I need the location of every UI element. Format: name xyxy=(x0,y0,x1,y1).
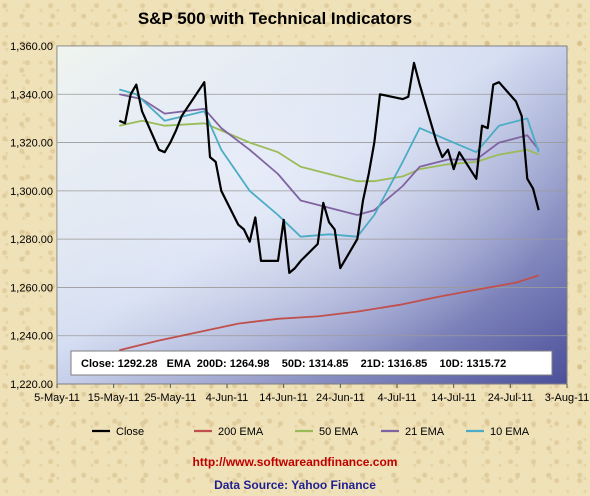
chart-title: S&P 500 with Technical Indicators xyxy=(138,9,412,28)
y-axis-ticks: 1,220.00 1,240.00 1,260.00 1,280.00 1,300.00… xyxy=(10,41,53,391)
series-line-close xyxy=(118,61,540,274)
y-tick-label: 1,360.00 xyxy=(10,41,53,53)
footer-source: Data Source: Yahoo Finance xyxy=(214,478,376,492)
x-tick-label: 24-Jul-11 xyxy=(488,392,533,404)
series-lines xyxy=(118,61,540,352)
legend-label-10-ema: 10 EMA xyxy=(490,426,530,438)
footer-url[interactable]: http://www.softwareandfinance.com xyxy=(192,455,398,469)
y-tick-label: 1,300.00 xyxy=(10,186,53,198)
y-tick-label: 1,280.00 xyxy=(10,234,53,246)
x-tick-label: 4-Jun-11 xyxy=(206,392,249,404)
series-line-200-ema xyxy=(119,274,539,352)
y-tick-label: 1,340.00 xyxy=(10,89,53,101)
x-tick-label: 4-Jul-11 xyxy=(378,392,417,404)
x-tick-label: 25-May-11 xyxy=(144,392,196,404)
y-tick-label: 1,220.00 xyxy=(10,379,53,391)
x-tick-label: 3-Aug-11 xyxy=(545,392,589,404)
x-tick-label: 14-Jul-11 xyxy=(431,392,476,404)
y-tick-label: 1,320.00 xyxy=(10,138,53,150)
x-axis-ticks: 5-May-11 15-May-11 25-May-11 4-Jun-11 14-Jun… xyxy=(34,384,589,404)
x-tick-label: 5-May-11 xyxy=(34,392,80,404)
legend-label-close: Close xyxy=(116,426,144,438)
legend-label-50-ema: 50 EMA xyxy=(319,426,359,438)
plot-glow xyxy=(57,46,567,384)
legend-label-21-ema: 21 EMA xyxy=(405,426,445,438)
summary-text: Close: 1292.28 EMA 200D: 1264.98 50D: 13… xyxy=(81,358,506,370)
x-tick-label: 14-Jun-11 xyxy=(259,392,308,404)
y-tick-label: 1,240.00 xyxy=(10,331,53,343)
x-tick-label: 15-May-11 xyxy=(88,392,140,404)
y-tick-label: 1,260.00 xyxy=(10,282,53,294)
x-tick-label: 24-Jun-11 xyxy=(316,392,365,404)
gridlines xyxy=(57,93,567,337)
series-line-21-ema xyxy=(119,93,540,216)
legend: Close 200 EMA 50 EMA 21 EMA 10 EMA xyxy=(92,426,530,438)
summary-box xyxy=(70,350,553,376)
series-line-50-ema xyxy=(119,119,540,183)
legend-label-200-ema: 200 EMA xyxy=(218,426,264,438)
